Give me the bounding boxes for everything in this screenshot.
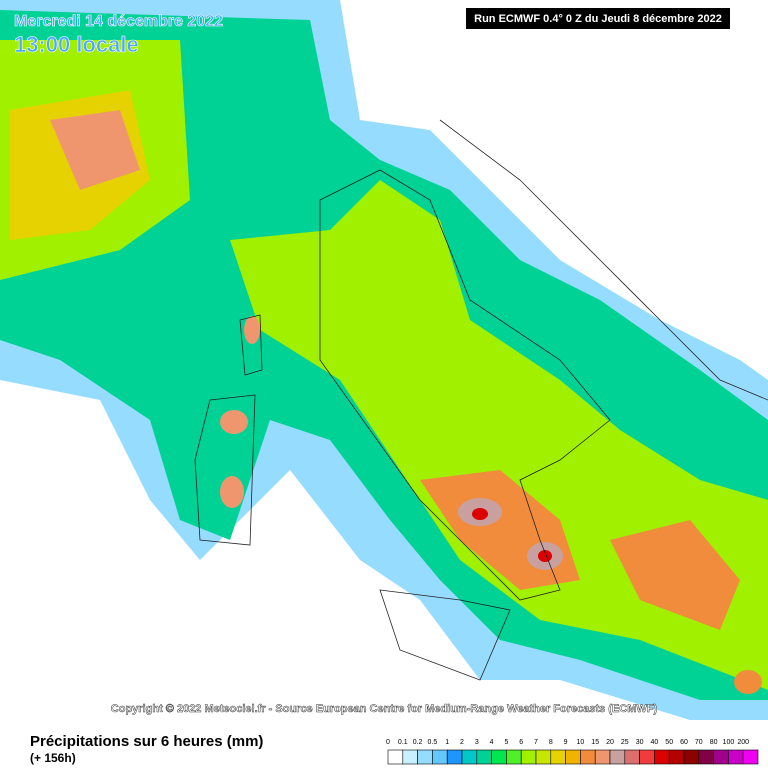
scale-label: 15 <box>591 739 599 746</box>
scale-swatch <box>728 749 744 765</box>
scale-swatch <box>550 749 566 765</box>
title-block: Mercredi 14 décembre 2022 13:00 locale <box>14 13 224 57</box>
scale-label: 20 <box>606 739 614 746</box>
scale-label: 60 <box>680 739 688 746</box>
scale-label: 50 <box>665 739 673 746</box>
scale-swatch <box>580 749 596 765</box>
copyright: Copyright © 2022 Meteociel.fr - Source E… <box>111 703 658 715</box>
forecast-lead: (+ 156h) <box>30 751 76 765</box>
scale-label: 10 <box>577 739 585 746</box>
forecast-time: 13:00 locale <box>14 32 139 57</box>
scale-swatch <box>624 749 640 765</box>
scale-swatch <box>476 749 492 765</box>
legend-title: Précipitations sur 6 heures (mm) <box>30 733 263 750</box>
scale-label: 3 <box>475 739 479 746</box>
scale-label: 70 <box>695 739 703 746</box>
scale-swatch <box>432 749 448 765</box>
scale-label: 9 <box>564 739 568 746</box>
scale-label: 25 <box>621 739 629 746</box>
scale-swatch <box>535 749 552 765</box>
scale-label: 6 <box>519 739 523 746</box>
scale-swatch <box>609 749 626 765</box>
scale-label: 5 <box>504 739 508 746</box>
scale-label: 80 <box>710 739 718 746</box>
coastlines <box>194 119 768 681</box>
scale-swatch <box>668 749 685 765</box>
scale-swatch <box>742 749 759 765</box>
scale-swatch <box>565 749 581 765</box>
color-scale: 0 0.1 0.2 0.5 1 2 3 4 5 6 7 8 9 10 15 20 25 30 40 50 60 70 80 1… <box>386 739 759 765</box>
scale-label: 0.2 <box>413 739 423 746</box>
scale-swatch <box>713 749 729 765</box>
forecast-date: Mercredi 14 décembre 2022 <box>14 13 223 30</box>
run-info: Run ECMWF 0.4° 0 Z du Jeudi 8 décembre 2… <box>474 13 722 25</box>
scale-label: 7 <box>534 739 538 746</box>
scale-swatch <box>654 749 670 765</box>
scale-label: 0.1 <box>398 739 408 746</box>
scale-swatch <box>683 749 700 765</box>
scale-label: 100 <box>723 739 735 746</box>
scale-label: 4 <box>490 739 494 746</box>
scale-swatch <box>417 749 433 765</box>
scale-swatch <box>698 749 714 765</box>
scale-label: 0.5 <box>428 739 438 746</box>
scale-swatch <box>446 749 463 765</box>
scale-label: 8 <box>549 739 553 746</box>
run-box <box>466 8 730 29</box>
scale-swatch <box>461 749 478 765</box>
scale-swatch <box>387 749 404 765</box>
scale-swatch <box>491 749 507 765</box>
scale-swatch <box>594 749 611 765</box>
scale-label: 2 <box>460 739 464 746</box>
scale-label: 0 <box>386 739 390 746</box>
scale-swatch <box>639 749 655 765</box>
scale-swatch <box>402 749 418 765</box>
scale-swatch <box>506 749 522 765</box>
scale-label: 1 <box>445 739 449 746</box>
scale-label: 200 <box>737 739 749 746</box>
scale-label: 40 <box>651 739 659 746</box>
precipitation-field <box>0 0 768 720</box>
scale-label: 30 <box>636 739 644 746</box>
scale-swatch <box>520 749 537 765</box>
